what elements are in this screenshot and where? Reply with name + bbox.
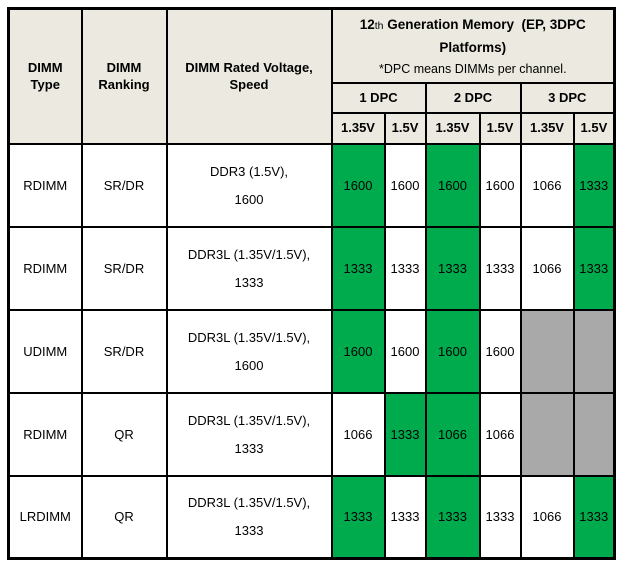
speed-cell — [519, 391, 575, 477]
dpc-note: *DPC means DIMMs per channel. — [378, 62, 567, 77]
voltage-speed-cell: DDR3L (1.35V/1.5V), 1600 — [165, 308, 333, 394]
speed-cell: 1600 — [383, 308, 427, 394]
speed-cell: 1333 — [424, 225, 481, 311]
dpc-group-header-2: 2 DPC — [424, 81, 522, 114]
speed-line: 1333 — [234, 440, 264, 456]
dimm-memory-table: DIMM Type DIMM Ranking DIMM Rated Voltag… — [7, 7, 617, 560]
speed-cell: 1333 — [383, 474, 427, 560]
generation-title-number: 12 — [359, 17, 375, 33]
speed-cell: 1600 — [383, 142, 427, 228]
voltage-speed-cell: DDR3L (1.35V/1.5V), 1333 — [165, 474, 333, 560]
speed-cell: 1066 — [519, 474, 575, 560]
dimm-ranking-cell: QR — [80, 474, 168, 560]
table-row: RDIMM SR/DR DDR3L (1.35V/1.5V), 1333 133… — [7, 225, 616, 311]
speed-cell: 1600 — [330, 142, 386, 228]
voltage-line: DDR3L (1.35V/1.5V), — [187, 246, 311, 262]
voltage-speed-cell: DDR3L (1.35V/1.5V), 1333 — [165, 391, 333, 477]
speed-cell: 1333 — [424, 474, 481, 560]
speed-cell: 1333 — [572, 474, 616, 560]
voltage-speed-cell: DDR3L (1.35V/1.5V), 1333 — [165, 225, 333, 311]
voltage-col-header-1dpc-135: 1.35V — [330, 111, 386, 145]
dimm-type-cell: RDIMM — [7, 225, 83, 311]
voltage-col-header-2dpc-15: 1.5V — [478, 111, 522, 145]
table-row: UDIMM SR/DR DDR3L (1.35V/1.5V), 1600 160… — [7, 308, 616, 394]
voltage-col-header-2dpc-135: 1.35V — [424, 111, 481, 145]
voltage-line: DDR3L (1.35V/1.5V), — [187, 329, 311, 345]
generation-title: 12th Generation Memory (EP, 3DPC Platfor… — [339, 14, 608, 60]
table-row: RDIMM SR/DR DDR3 (1.5V), 1600 1600 1600 … — [7, 142, 616, 228]
speed-cell: 1066 — [330, 391, 386, 477]
dimm-type-cell: UDIMM — [7, 308, 83, 394]
speed-cell: 1333 — [572, 225, 616, 311]
generation-title-text: Generation Memory (EP, 3DPC Platforms) — [383, 17, 590, 56]
speed-cell: 1333 — [478, 474, 522, 560]
speed-cell: 1333 — [478, 225, 522, 311]
dimm-ranking-header: DIMM Ranking — [80, 7, 168, 145]
dimm-ranking-cell: SR/DR — [80, 225, 168, 311]
voltage-line: DDR3L (1.35V/1.5V), — [187, 412, 311, 428]
voltage-speed-cell: DDR3 (1.5V), 1600 — [165, 142, 333, 228]
dimm-ranking-cell: QR — [80, 391, 168, 477]
speed-cell: 1066 — [519, 225, 575, 311]
dpc-group-header-1: 1 DPC — [330, 81, 427, 114]
dimm-type-cell: RDIMM — [7, 391, 83, 477]
dpc-group-header-3: 3 DPC — [519, 81, 616, 114]
dimm-type-cell: RDIMM — [7, 142, 83, 228]
table-row: RDIMM QR DDR3L (1.35V/1.5V), 1333 1066 1… — [7, 391, 616, 477]
speed-cell: 1333 — [383, 391, 427, 477]
speed-cell — [519, 308, 575, 394]
speed-line: 1333 — [234, 274, 264, 290]
speed-cell: 1600 — [478, 308, 522, 394]
speed-line: 1600 — [234, 191, 264, 207]
speed-cell: 1333 — [330, 474, 386, 560]
speed-cell: 1600 — [424, 308, 481, 394]
speed-cell: 1333 — [572, 142, 616, 228]
speed-cell: 1600 — [424, 142, 481, 228]
speed-cell: 1333 — [383, 225, 427, 311]
voltage-col-header-3dpc-15: 1.5V — [572, 111, 616, 145]
dimm-type-cell: LRDIMM — [7, 474, 83, 560]
speed-cell — [572, 391, 616, 477]
speed-cell: 1066 — [478, 391, 522, 477]
dimm-voltage-header: DIMM Rated Voltage, Speed — [165, 7, 333, 145]
dimm-ranking-cell: SR/DR — [80, 308, 168, 394]
speed-cell: 1066 — [519, 142, 575, 228]
voltage-line: DDR3L (1.35V/1.5V), — [187, 495, 311, 511]
speed-cell: 1333 — [330, 225, 386, 311]
voltage-col-header-3dpc-135: 1.35V — [519, 111, 575, 145]
dimm-ranking-cell: SR/DR — [80, 142, 168, 228]
speed-cell: 1066 — [424, 391, 481, 477]
table-row: LRDIMM QR DDR3L (1.35V/1.5V), 1333 1333 … — [7, 474, 616, 560]
voltage-line: DDR3 (1.5V), — [209, 163, 289, 179]
generation-header: 12th Generation Memory (EP, 3DPC Platfor… — [330, 7, 616, 84]
speed-line: 1333 — [234, 523, 264, 539]
speed-cell: 1600 — [478, 142, 522, 228]
generation-title-suffix: th — [374, 20, 384, 33]
speed-line: 1600 — [234, 357, 264, 373]
dimm-type-header: DIMM Type — [7, 7, 83, 145]
speed-cell: 1600 — [330, 308, 386, 394]
voltage-col-header-1dpc-15: 1.5V — [383, 111, 427, 145]
speed-cell — [572, 308, 616, 394]
